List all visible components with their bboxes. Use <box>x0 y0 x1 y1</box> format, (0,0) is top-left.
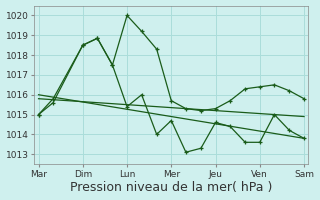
X-axis label: Pression niveau de la mer( hPa ): Pression niveau de la mer( hPa ) <box>70 181 272 194</box>
